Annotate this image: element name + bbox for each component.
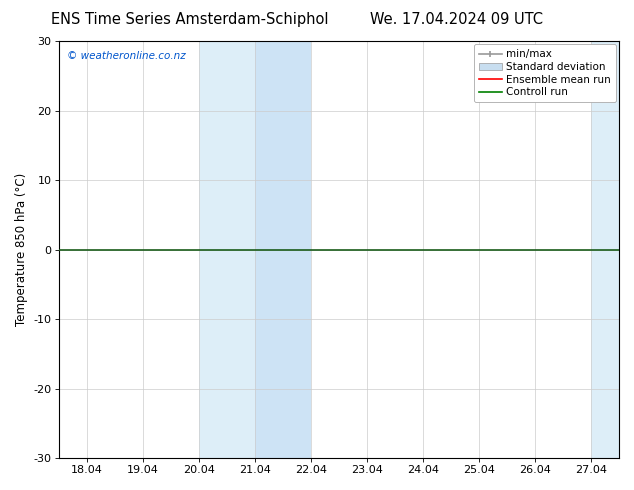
Bar	[591, 41, 619, 458]
Y-axis label: Temperature 850 hPa (°C): Temperature 850 hPa (°C)	[15, 173, 28, 326]
Text: ENS Time Series Amsterdam-Schiphol: ENS Time Series Amsterdam-Schiphol	[51, 12, 329, 27]
Text: We. 17.04.2024 09 UTC: We. 17.04.2024 09 UTC	[370, 12, 543, 27]
Text: © weatheronline.co.nz: © weatheronline.co.nz	[67, 51, 186, 61]
Bar	[255, 41, 311, 458]
Bar	[198, 41, 255, 458]
Legend: min/max, Standard deviation, Ensemble mean run, Controll run: min/max, Standard deviation, Ensemble me…	[474, 44, 616, 102]
